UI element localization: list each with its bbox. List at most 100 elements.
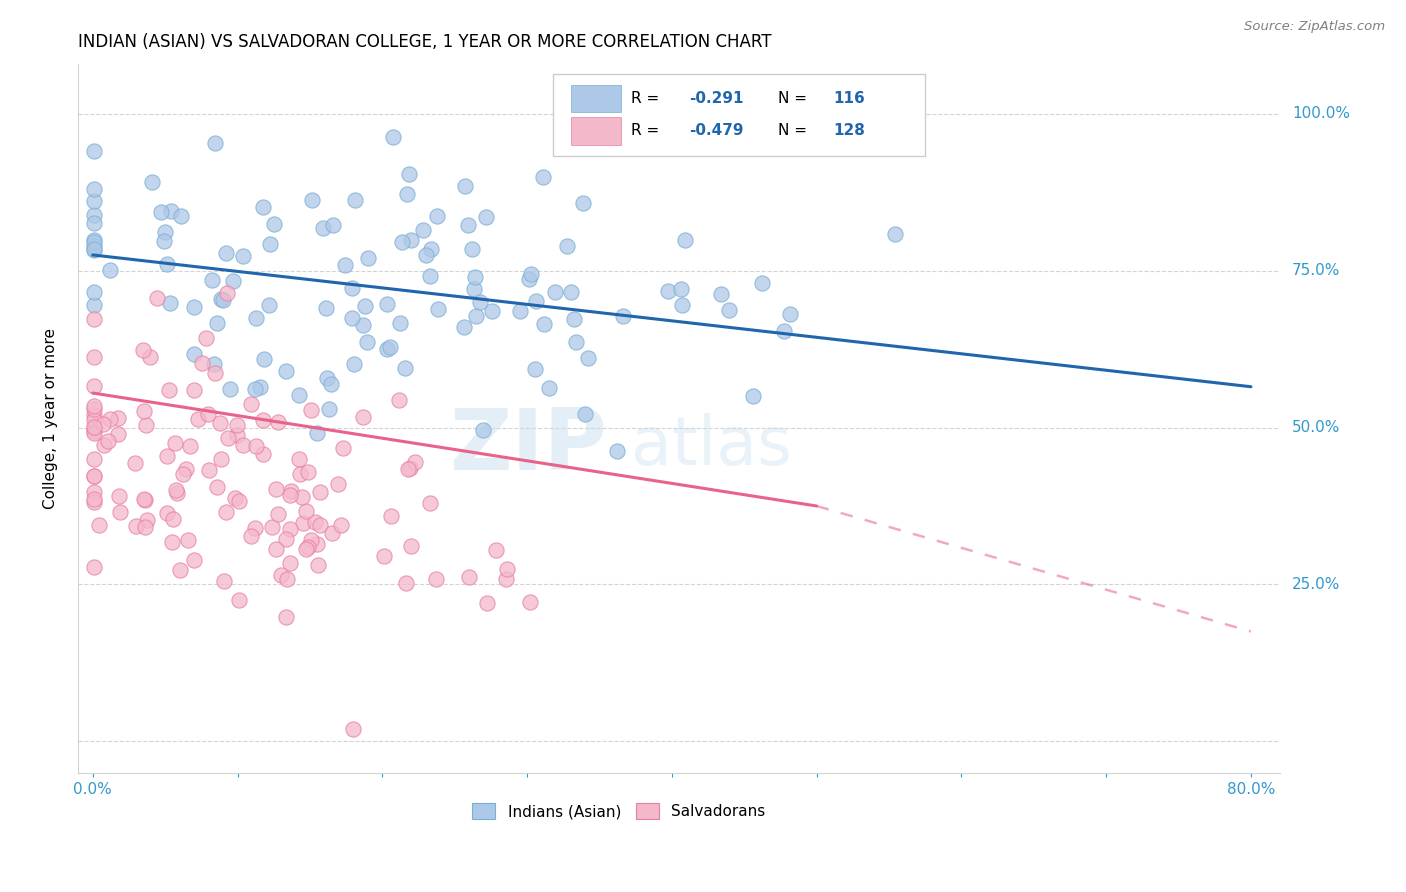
Point <box>356 334 378 349</box>
Point <box>278 556 301 570</box>
Point <box>83 208 105 222</box>
Point <box>169 563 191 577</box>
Point <box>457 570 479 584</box>
Point <box>93 438 115 452</box>
Point <box>83 485 105 500</box>
Point <box>83 559 105 574</box>
Point <box>170 209 193 223</box>
Point <box>524 362 547 376</box>
Point <box>212 574 235 588</box>
Point <box>125 519 148 533</box>
Text: N =: N = <box>778 123 811 138</box>
Point <box>172 467 194 481</box>
Point <box>209 416 232 430</box>
Point <box>343 357 366 371</box>
Point <box>155 225 177 239</box>
Point <box>311 220 333 235</box>
Point <box>308 517 330 532</box>
Point <box>152 234 174 248</box>
Point <box>299 403 322 417</box>
Point <box>83 216 105 230</box>
Point <box>195 331 218 345</box>
Point <box>83 312 105 326</box>
Point <box>108 505 131 519</box>
Point <box>485 542 508 557</box>
Point <box>205 316 228 330</box>
Point <box>520 267 543 281</box>
FancyBboxPatch shape <box>571 118 621 145</box>
Point <box>326 477 349 491</box>
Point <box>224 491 246 505</box>
Point <box>83 468 105 483</box>
Point <box>135 417 157 432</box>
Text: Source: ZipAtlas.com: Source: ZipAtlas.com <box>1244 20 1385 33</box>
Point <box>98 411 121 425</box>
Point <box>83 413 105 427</box>
Point <box>226 428 249 442</box>
Point <box>201 273 224 287</box>
FancyBboxPatch shape <box>571 85 621 112</box>
Point <box>83 233 105 247</box>
Point <box>135 513 157 527</box>
Point <box>274 609 297 624</box>
Point <box>562 312 585 326</box>
Point <box>107 489 129 503</box>
Point <box>388 392 411 407</box>
Text: -0.291: -0.291 <box>689 91 744 106</box>
Point <box>299 533 322 547</box>
Point <box>344 194 367 208</box>
Point <box>399 233 422 247</box>
Point <box>252 447 274 461</box>
Point <box>419 268 441 283</box>
Point <box>217 285 239 300</box>
Point <box>83 495 105 509</box>
Point <box>83 298 105 312</box>
Point <box>373 549 395 564</box>
Point <box>83 425 105 440</box>
Point <box>294 541 316 556</box>
Point <box>307 558 329 572</box>
Legend: Indians (Asian), Salvadorans: Indians (Asian), Salvadorans <box>467 797 772 825</box>
Point <box>187 411 209 425</box>
Point <box>291 490 314 504</box>
Point <box>420 242 443 256</box>
Point <box>352 318 374 332</box>
Point <box>565 335 588 350</box>
Point <box>321 525 343 540</box>
Point <box>174 462 197 476</box>
Point <box>398 167 420 181</box>
Point <box>183 384 205 398</box>
Point <box>353 299 375 313</box>
Point <box>162 512 184 526</box>
Point <box>454 179 477 194</box>
Point <box>107 410 129 425</box>
Point <box>124 456 146 470</box>
Point <box>83 424 105 438</box>
Point <box>150 205 173 219</box>
Point <box>209 293 232 307</box>
Point <box>228 493 250 508</box>
Point <box>322 218 344 232</box>
Point <box>318 402 340 417</box>
Point <box>342 311 364 326</box>
Point <box>395 576 418 591</box>
Point <box>399 539 422 553</box>
Point <box>741 389 763 403</box>
Point <box>157 384 180 398</box>
Point <box>91 417 114 432</box>
Point <box>464 270 486 285</box>
Point <box>97 434 120 449</box>
Text: 100.0%: 100.0% <box>1292 106 1350 121</box>
Point <box>574 407 596 421</box>
Point <box>391 235 413 250</box>
Point <box>305 425 328 440</box>
Point <box>83 469 105 483</box>
Point <box>232 249 254 263</box>
Point <box>496 562 519 576</box>
Point <box>252 412 274 426</box>
Point <box>307 537 329 551</box>
Point <box>412 223 434 237</box>
Point <box>572 196 595 211</box>
Point <box>335 258 357 272</box>
Point <box>204 366 226 380</box>
